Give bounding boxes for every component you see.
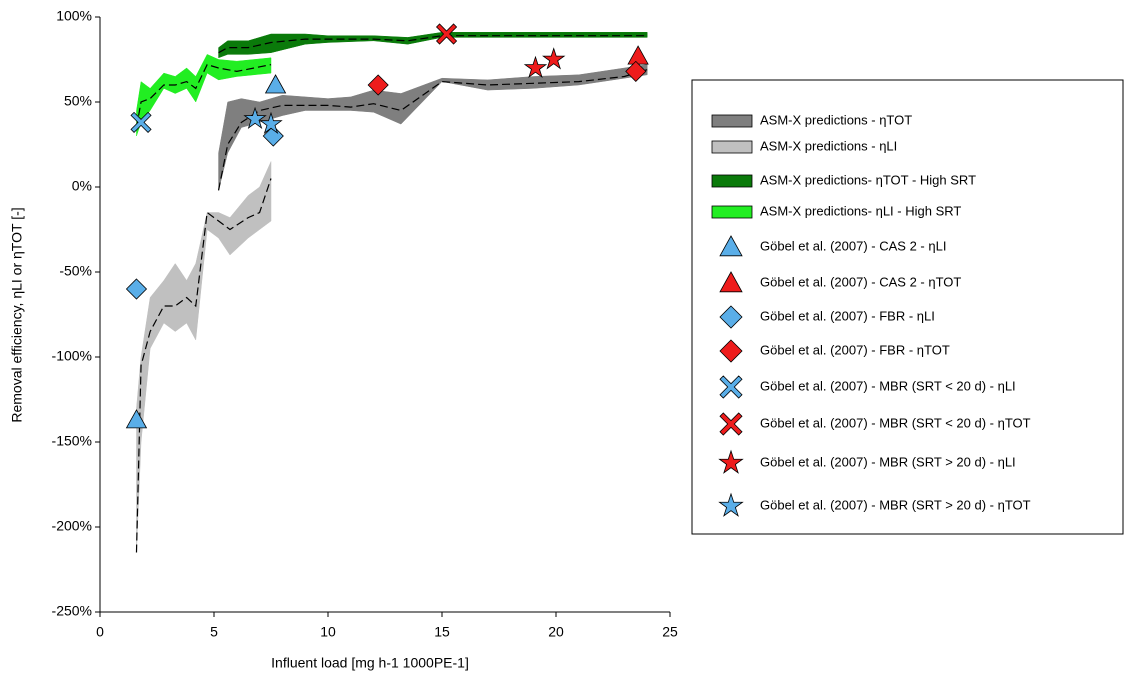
point — [125, 278, 148, 300]
point — [367, 74, 389, 96]
legend-marker — [718, 449, 744, 474]
legend-label: Göbel et al. (2007) - CAS 2 - ηTOT — [760, 274, 961, 289]
legend-label: Göbel et al. (2007) - FBR - ηTOT — [760, 342, 950, 357]
legend-marker — [719, 305, 743, 329]
legend-marker — [719, 271, 743, 293]
median-line — [135, 178, 272, 553]
point — [130, 111, 152, 133]
y-axis-label: Removal efficiency, ηLI or ηTOT [-] — [9, 207, 25, 422]
legend-label: Göbel et al. (2007) - MBR (SRT < 20 d) -… — [760, 415, 1031, 430]
legend-label: Göbel et al. (2007) - FBR - ηLI — [760, 308, 935, 323]
legend-marker — [719, 235, 743, 257]
y-tick-label: 0% — [72, 178, 92, 194]
point — [262, 125, 284, 147]
legend-swatch — [711, 140, 753, 154]
legend-label: Göbel et al. (2007) - MBR (SRT < 20 d) -… — [760, 378, 1016, 393]
median-line — [217, 69, 648, 191]
band — [136, 161, 272, 553]
point — [435, 23, 458, 45]
y-tick-label: -100% — [52, 348, 92, 364]
legend-marker — [719, 339, 743, 363]
legend-label: Göbel et al. (2007) - MBR (SRT > 20 d) -… — [760, 454, 1016, 469]
point — [542, 47, 566, 70]
legend-label: ASM-X predictions - ηLI — [760, 138, 897, 153]
legend-marker — [718, 492, 744, 517]
band — [218, 64, 648, 191]
legend-swatch — [711, 114, 753, 128]
point — [625, 60, 647, 82]
x-tick-label: 0 — [96, 624, 104, 640]
legend-box — [691, 79, 1124, 535]
x-tick-label: 20 — [548, 624, 564, 640]
x-tick-label: 15 — [434, 624, 450, 640]
point — [125, 409, 148, 429]
y-tick-label: 50% — [64, 93, 92, 109]
legend-label: ASM-X predictions- ηTOT - High SRT — [760, 172, 976, 187]
x-tick-label: 5 — [210, 624, 218, 640]
point — [243, 106, 267, 129]
legend-swatch — [711, 205, 753, 219]
point — [259, 111, 283, 135]
point — [523, 55, 548, 78]
point — [627, 45, 649, 65]
legend-marker — [719, 412, 743, 436]
legend-label: ASM-X predictions- ηLI - High SRT — [760, 203, 961, 218]
legend-swatch — [711, 174, 753, 188]
legend-label: ASM-X predictions - ηTOT — [760, 112, 912, 127]
y-tick-label: -250% — [52, 603, 92, 619]
median-line — [135, 63, 272, 128]
band — [136, 54, 272, 137]
x-tick-label: 25 — [662, 624, 678, 640]
y-tick-label: -150% — [52, 433, 92, 449]
point — [264, 74, 287, 94]
y-tick-label: -50% — [59, 263, 92, 279]
legend-marker — [719, 375, 743, 399]
x-axis-label: Influent load [mg h-1 1000PE-1] — [271, 655, 469, 671]
y-tick-label: -200% — [52, 518, 92, 534]
y-tick-label: 100% — [56, 8, 92, 24]
legend-label: Göbel et al. (2007) - MBR (SRT > 20 d) -… — [760, 497, 1031, 512]
median-line — [218, 35, 648, 54]
legend-label: Göbel et al. (2007) - CAS 2 - ηLI — [760, 238, 946, 253]
x-tick-label: 10 — [320, 624, 336, 640]
